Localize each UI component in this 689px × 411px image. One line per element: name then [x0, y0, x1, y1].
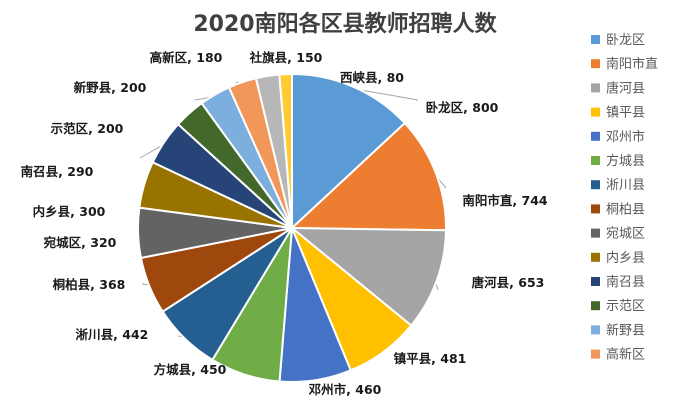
legend-swatch-11	[591, 277, 600, 286]
data-label-15: 社旗县, 150	[249, 50, 323, 65]
legend-swatch-6	[591, 156, 600, 165]
pie-slice-16	[278, 72, 293, 229]
legend-label-10: 内乡县	[606, 250, 645, 266]
data-label-2: 南阳市直, 744	[462, 193, 547, 208]
pie-slice-2	[289, 121, 447, 232]
data-label-3: 唐河县, 653	[472, 275, 545, 290]
legend-label-3: 唐河县	[606, 80, 645, 96]
legend-label-8: 桐柏县	[606, 202, 645, 217]
data-label-9: 宛城区, 320	[43, 235, 117, 250]
legend: 卧龙区南阳市直唐河县镇平县邓州市方城县淅川县桐柏县宛城区内乡县南召县示范区新野县…	[591, 33, 658, 363]
legend-label-9: 宛城区	[606, 227, 645, 242]
data-label-11: 南召县, 290	[21, 164, 94, 179]
legend-label-1: 卧龙区	[606, 33, 645, 48]
legend-swatch-8	[591, 204, 600, 214]
data-label-10: 内乡县, 300	[33, 204, 106, 219]
legend-label-14: 高新区	[606, 347, 645, 363]
legend-label-11: 南召县	[606, 274, 645, 290]
legend-swatch-14	[591, 349, 600, 359]
legend-swatch-9	[591, 228, 600, 238]
pie-slice-1	[291, 72, 407, 231]
data-label-7: 淅川县, 442	[76, 327, 149, 342]
legend-label-2: 南阳市直	[606, 56, 658, 72]
leader-line-1	[352, 88, 419, 101]
data-label-13: 新野县, 200	[74, 80, 147, 95]
legend-label-12: 示范区	[606, 299, 645, 314]
data-label-16: 西峡县, 80	[340, 70, 404, 85]
legend-label-5: 邓州市	[606, 129, 645, 145]
legend-swatch-13	[591, 325, 600, 335]
legend-swatch-1	[591, 35, 600, 44]
pie-slice-3	[289, 226, 447, 327]
legend-swatch-7	[591, 180, 600, 190]
legend-swatch-10	[591, 252, 600, 262]
data-label-6: 方城县, 450	[154, 362, 227, 377]
data-labels: 卧龙区, 800 南阳市直, 744 唐河县, 653 镇平县, 481 邓州市, 46…	[21, 50, 548, 397]
legend-label-13: 新野县	[606, 322, 645, 338]
data-label-4: 镇平县, 481	[394, 351, 467, 366]
legend-swatch-3	[591, 83, 600, 93]
legend-label-4: 镇平县	[606, 106, 645, 121]
legend-swatch-2	[591, 59, 600, 69]
legend-swatch-12	[591, 301, 600, 311]
data-label-8: 桐柏县, 368	[53, 277, 126, 292]
pie-slices	[137, 72, 447, 383]
data-label-5: 邓州市, 460	[309, 382, 382, 397]
legend-swatch-5	[591, 131, 600, 141]
legend-swatch-4	[591, 107, 600, 117]
data-label-12: 示范区, 200	[50, 121, 124, 136]
data-label-1: 卧龙区, 800	[426, 100, 499, 115]
legend-label-7: 淅川县	[606, 178, 645, 193]
chart-title: 2020南阳各区县教师招聘人数	[193, 11, 497, 37]
data-label-14: 高新区, 180	[150, 50, 223, 65]
legend-label-6: 方城县	[606, 153, 645, 169]
